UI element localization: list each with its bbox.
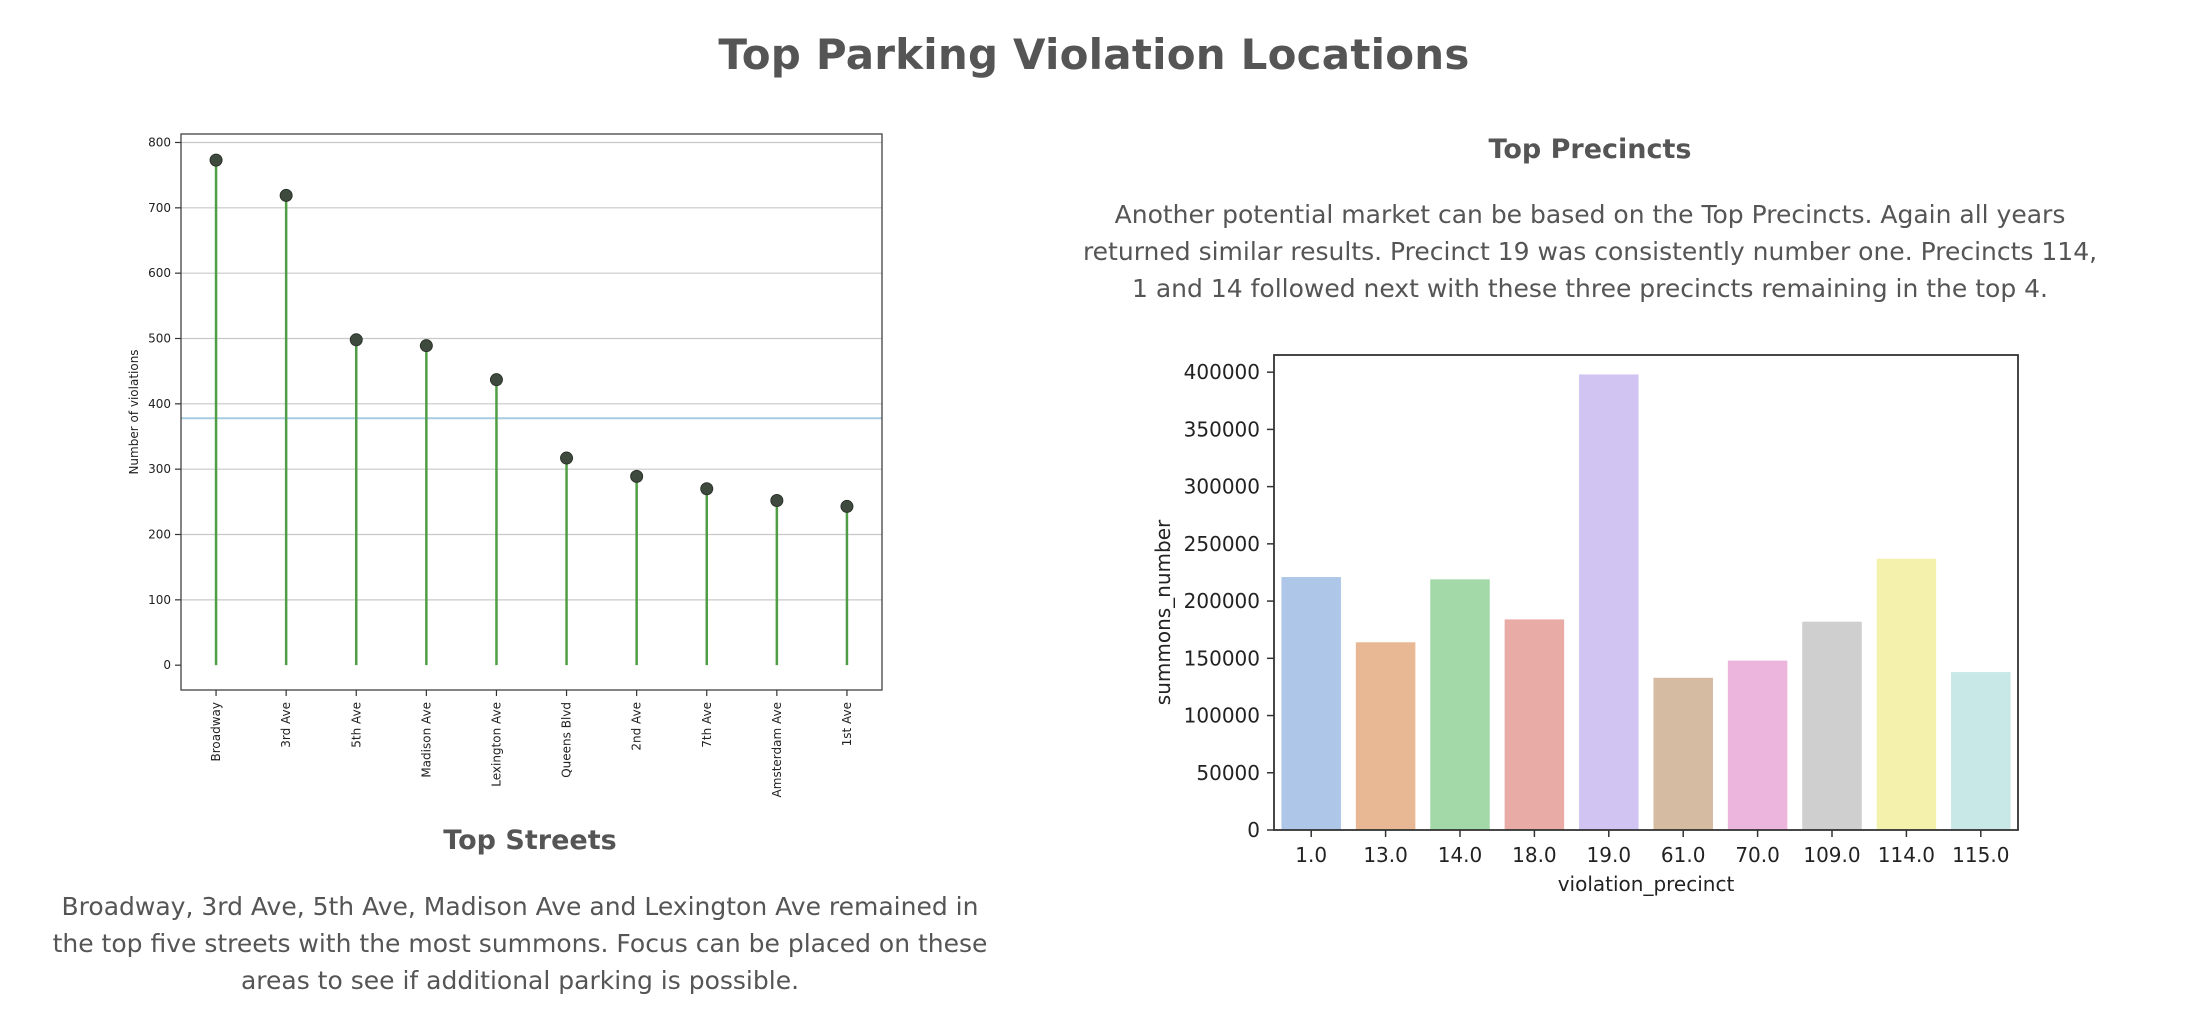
x-axis-title: violation_precinct [1558,872,1735,896]
bar [1876,558,1937,830]
x-tick-label: Amsterdam Ave [770,702,784,797]
top-streets-heading: Top Streets [443,825,617,856]
x-tick-label: 109.0 [1803,843,1860,867]
y-tick-label: 300 [148,462,171,476]
y-tick-label: 150000 [1184,646,1260,670]
lollipop-marker [349,333,363,347]
top-precincts-chart: 1.0 13.0 14.0 18.0 19.0 61.0 70.0 109.0 114.0 115… [1151,354,2019,896]
bar [1951,672,2011,830]
y-tick-label: 100 [148,593,171,607]
bar [1727,660,1788,830]
bar [1802,621,1862,830]
x-tick-label: 14.0 [1438,843,1483,867]
lollipop-marker [700,482,714,496]
x-tick-label: 70.0 [1735,843,1780,867]
y-tick-label: 600 [148,266,171,280]
page-title: Top Parking Violation Locations [718,30,1470,79]
lollipop-marker [279,188,293,202]
y-axis-title: Number of violations [127,349,141,474]
x-tick-label: Madison Ave [419,702,433,778]
y-tick-label: 50000 [1196,761,1260,785]
lollipop-marker [489,373,503,387]
x-tick-label: Broadway [209,702,223,761]
y-tick-label: 200 [148,528,171,542]
x-tick-label: 7th Ave [700,702,714,748]
y-tick-label: 400000 [1184,360,1260,384]
y-tick-label: 200000 [1184,589,1260,613]
x-tick-label: 2nd Ave [630,702,644,751]
x-tick-label: 114.0 [1878,843,1935,867]
top-streets-panel: 0 100 200 300 400 500 600 700 800 Number of viola… [30,120,1030,1020]
bar [1579,374,1639,830]
lollipop-marker [209,153,223,167]
top-streets-description: Broadway, 3rd Ave, 5th Ave, Madison Ave … [52,892,988,995]
x-tick-label: 5th Ave [349,702,363,748]
lollipop-marker [419,339,433,353]
y-axis-title: summons_number [1151,519,1175,705]
y-tick-label: 500 [148,331,171,345]
top-streets-chart: 0 100 200 300 400 500 600 700 800 Number of viola… [127,133,883,797]
lollipop-marker [770,494,784,508]
top-precincts-heading: Top Precincts [1488,134,1692,165]
x-tick-label: 61.0 [1661,843,1706,867]
bar [1355,642,1416,830]
x-tick-label: 13.0 [1363,843,1408,867]
y-tick-label: 700 [148,201,171,215]
x-tick-label: 19.0 [1587,843,1632,867]
lollipop-marker [630,469,644,483]
bar [1504,619,1565,830]
y-tick-label: 350000 [1184,417,1260,441]
plot-frame [1273,354,2019,831]
x-tick-label: 1.0 [1295,843,1327,867]
y-tick-label: 800 [148,135,171,149]
x-tick-label: 1st Ave [840,702,854,746]
x-tick-label: Lexington Ave [489,702,503,787]
y-tick-label: 400 [148,397,171,411]
bar [1653,677,1713,830]
x-tick-label: Queens Blvd [560,702,574,778]
y-tick-label: 0 [163,658,171,672]
top-precincts-panel: Top Precincts Another potential market c… [1060,120,2180,1020]
y-tick-label: 250000 [1184,532,1260,556]
y-tick-label: 0 [1247,818,1260,842]
x-tick-label: 115.0 [1952,843,2009,867]
y-tick-label: 100000 [1184,704,1260,728]
top-precincts-description: Another potential market can be based on… [1082,200,2098,303]
bar [1430,579,1490,830]
plot-frame [180,133,883,691]
bar [1281,577,1341,830]
x-tick-label: 18.0 [1512,843,1557,867]
y-tick-label: 300000 [1184,475,1260,499]
x-tick-label: 3rd Ave [279,702,293,748]
lollipop-marker [560,451,574,465]
lollipop-marker [840,499,854,513]
